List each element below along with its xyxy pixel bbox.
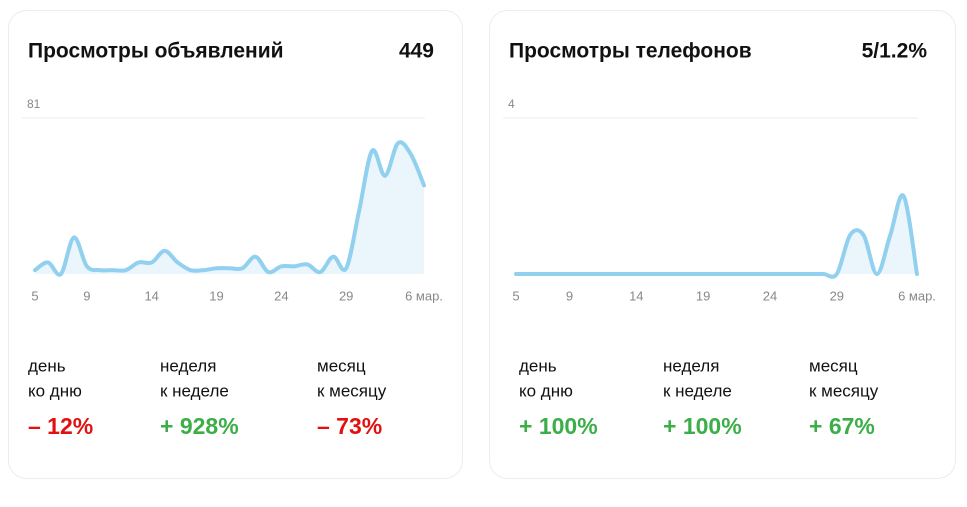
x-tick-label: 5	[512, 288, 519, 303]
y-tick-label: 81	[27, 97, 41, 111]
stat-value: – 12%	[28, 413, 93, 439]
y-tick-label: 4	[508, 97, 515, 111]
stat-label: месяц	[809, 356, 858, 375]
x-tick-label: 19	[209, 288, 223, 303]
x-tick-label: 19	[696, 288, 710, 303]
stat-label: к месяцу	[317, 381, 387, 400]
x-tick-label: 24	[274, 288, 288, 303]
x-tick-label: 6 мар.	[405, 288, 443, 303]
stat-label: месяц	[317, 356, 366, 375]
x-tick-label: 6 мар.	[898, 288, 936, 303]
stat-label: к неделе	[663, 381, 732, 400]
stat-label: к неделе	[160, 381, 229, 400]
x-tick-label: 14	[629, 288, 643, 303]
stat-label: день	[28, 356, 66, 375]
card-title: Просмотры объявлений	[28, 40, 284, 63]
area-line	[514, 193, 919, 279]
stat-label: неделя	[663, 356, 719, 375]
area-line	[33, 140, 426, 277]
stat-label: к месяцу	[809, 381, 879, 400]
stat-label: неделя	[160, 356, 216, 375]
stat-label: день	[519, 356, 557, 375]
stat-label: ко дню	[28, 381, 82, 400]
x-tick-label: 24	[763, 288, 777, 303]
x-tick-label: 5	[31, 288, 38, 303]
x-tick-label: 29	[830, 288, 844, 303]
card-total: 5/1.2%	[862, 40, 928, 63]
stat-value: + 100%	[519, 413, 598, 439]
card-title: Просмотры телефонов	[509, 40, 752, 63]
x-tick-label: 14	[144, 288, 158, 303]
x-tick-label: 9	[566, 288, 573, 303]
stat-value: + 928%	[160, 413, 239, 439]
card-total: 449	[399, 40, 434, 63]
x-tick-label: 29	[339, 288, 353, 303]
stat-value: – 73%	[317, 413, 382, 439]
stat-value: + 67%	[809, 413, 875, 439]
stat-label: ко дню	[519, 381, 573, 400]
x-tick-label: 9	[83, 288, 90, 303]
stat-value: + 100%	[663, 413, 742, 439]
card	[8, 10, 463, 479]
area-fill	[35, 142, 424, 275]
card	[489, 10, 956, 479]
